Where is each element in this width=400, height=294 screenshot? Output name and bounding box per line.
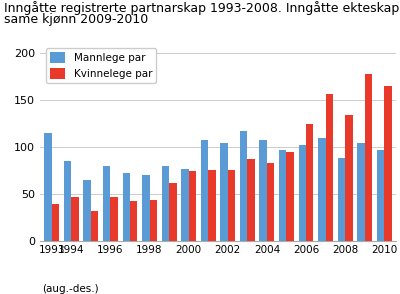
Bar <box>150 200 157 241</box>
Bar <box>52 203 59 241</box>
Bar <box>338 158 345 241</box>
Bar <box>357 143 365 241</box>
Bar <box>260 140 267 241</box>
Text: Inngåtte registrerte partnarskap 1993-2008. Inngåtte ekteskap mellom: Inngåtte registrerte partnarskap 1993-20… <box>4 1 400 16</box>
Bar <box>306 124 314 241</box>
Bar <box>298 146 306 241</box>
Bar <box>318 138 326 241</box>
Bar <box>189 171 196 241</box>
Bar <box>181 169 189 241</box>
Bar <box>169 183 176 241</box>
Bar <box>44 133 52 241</box>
Bar <box>122 173 130 241</box>
Bar <box>240 131 247 241</box>
Bar <box>208 170 216 241</box>
Bar <box>326 94 333 241</box>
Bar <box>201 140 208 241</box>
Bar <box>142 176 150 241</box>
Bar <box>64 161 71 241</box>
Bar <box>110 197 118 241</box>
Text: same kjønn 2009-2010: same kjønn 2009-2010 <box>4 13 148 26</box>
Bar <box>91 211 98 241</box>
Text: (aug.-des.): (aug.-des.) <box>42 284 98 294</box>
Bar <box>267 163 274 241</box>
Bar <box>384 86 392 241</box>
Bar <box>103 166 110 241</box>
Bar <box>345 115 352 241</box>
Bar <box>279 150 286 241</box>
Bar <box>162 166 169 241</box>
Bar <box>377 150 384 241</box>
Legend: Mannlege par, Kvinnelege par: Mannlege par, Kvinnelege par <box>46 48 156 83</box>
Bar <box>84 180 91 241</box>
Bar <box>228 170 235 241</box>
Bar <box>220 143 228 241</box>
Bar <box>365 74 372 241</box>
Bar <box>71 197 79 241</box>
Bar <box>286 152 294 241</box>
Bar <box>130 201 138 241</box>
Bar <box>247 159 255 241</box>
